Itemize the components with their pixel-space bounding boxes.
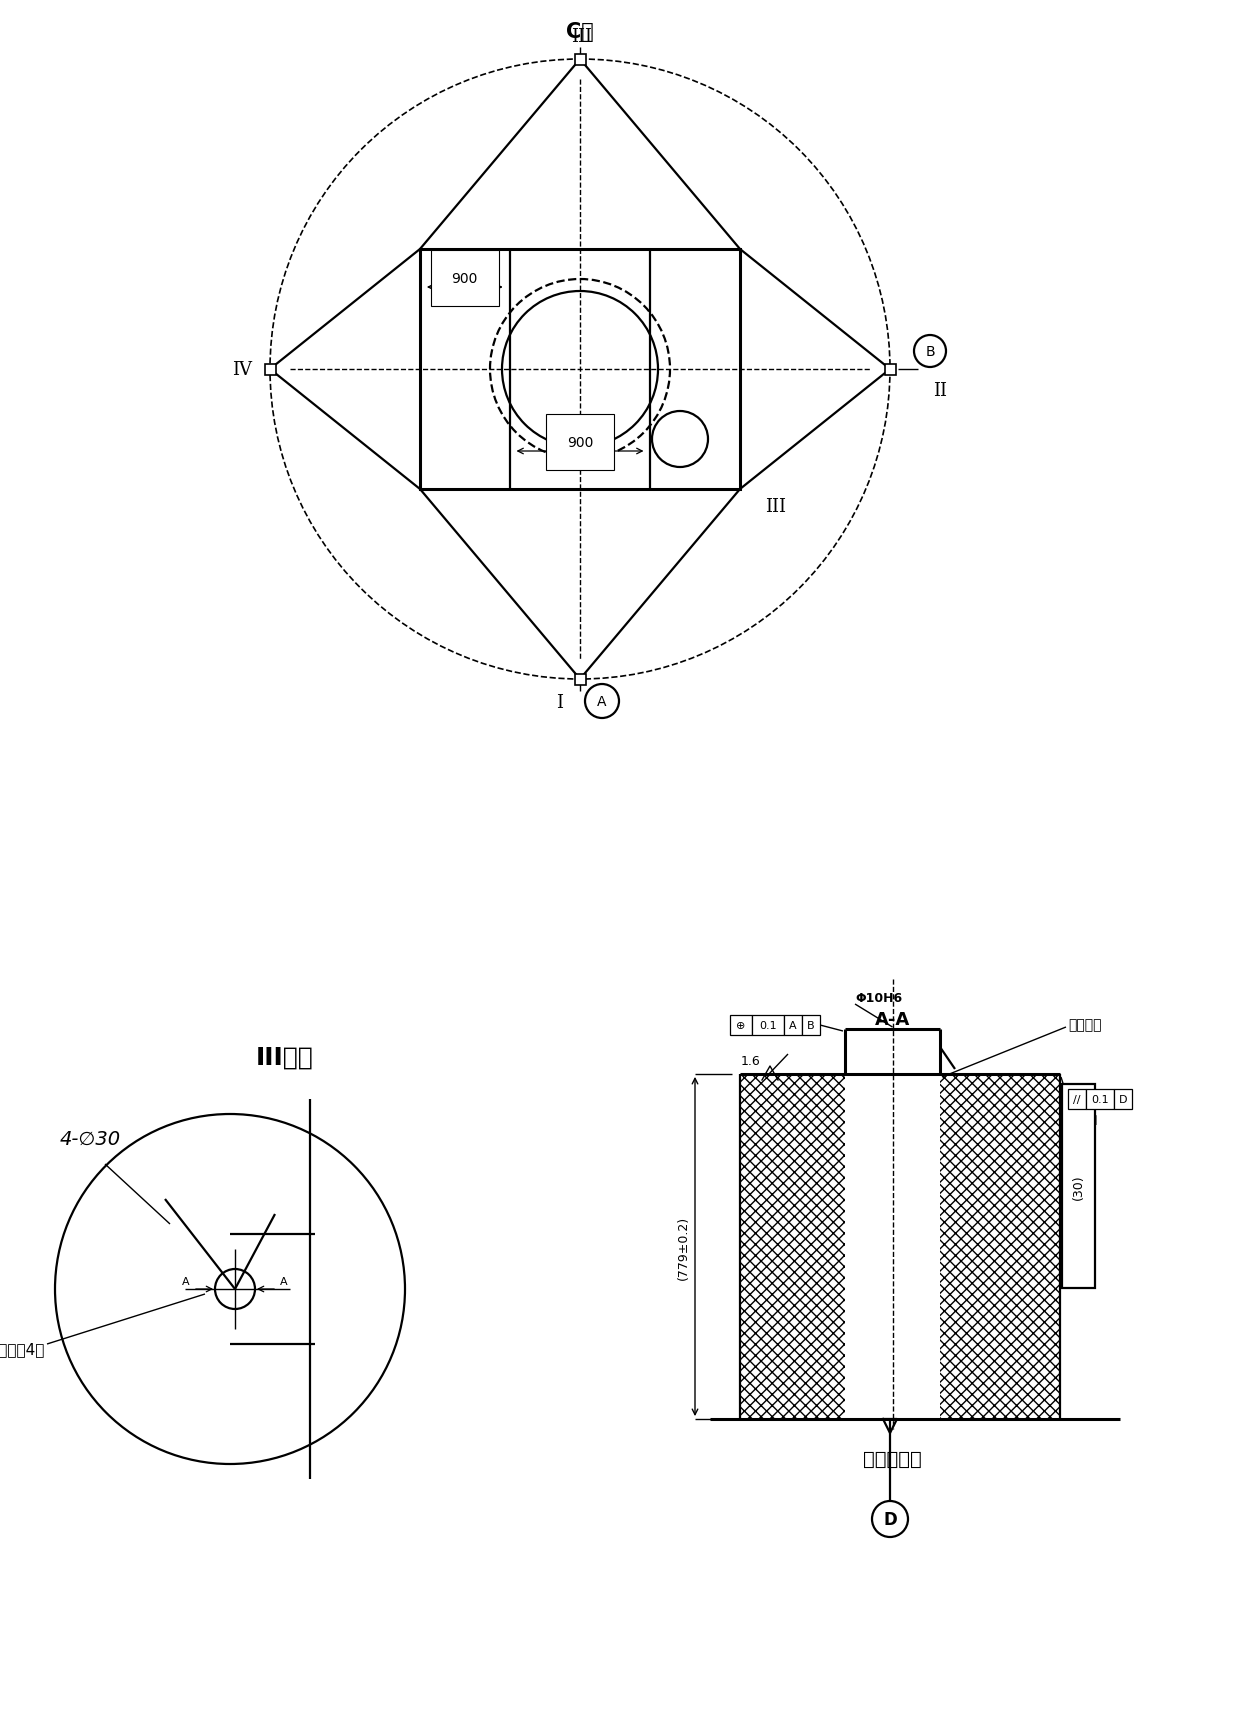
Text: D: D xyxy=(1118,1094,1127,1104)
Text: II: II xyxy=(932,383,947,400)
Bar xyxy=(574,674,585,686)
Text: III放大: III放大 xyxy=(257,1046,314,1070)
Text: D: D xyxy=(883,1509,897,1528)
Text: ⊕: ⊕ xyxy=(737,1020,745,1030)
Text: A: A xyxy=(598,694,606,708)
Bar xyxy=(940,1075,1060,1420)
Text: B: B xyxy=(807,1020,815,1030)
Circle shape xyxy=(872,1501,908,1537)
Text: (30): (30) xyxy=(1073,1173,1085,1199)
Text: IV: IV xyxy=(232,360,252,379)
Text: III: III xyxy=(572,28,593,47)
Text: 900: 900 xyxy=(451,272,477,286)
Text: B: B xyxy=(925,345,935,358)
Text: 4处共面: 4处共面 xyxy=(1070,1113,1097,1123)
Bar xyxy=(740,1075,844,1420)
Text: 1.6: 1.6 xyxy=(740,1054,760,1068)
Text: //: // xyxy=(1074,1094,1081,1104)
Text: A: A xyxy=(182,1277,190,1287)
Text: III: III xyxy=(765,498,786,515)
Text: I: I xyxy=(557,694,563,712)
Text: (779±0.2): (779±0.2) xyxy=(677,1215,689,1278)
Bar xyxy=(730,1015,751,1036)
Text: 保持锐边: 保持锐边 xyxy=(1068,1017,1101,1032)
Text: 0.1: 0.1 xyxy=(759,1020,776,1030)
Text: 4-∅30: 4-∅30 xyxy=(60,1129,122,1148)
Bar xyxy=(1114,1089,1132,1110)
Bar xyxy=(1086,1089,1114,1110)
Bar xyxy=(1061,1084,1095,1289)
Bar xyxy=(802,1015,820,1036)
Bar xyxy=(574,55,585,65)
Circle shape xyxy=(585,684,619,718)
Bar xyxy=(751,1015,784,1036)
Bar xyxy=(884,364,895,376)
Bar xyxy=(1068,1089,1086,1110)
Text: 结构后端面: 结构后端面 xyxy=(863,1449,921,1468)
Text: 精测埋块（4）: 精测埋块（4） xyxy=(0,1342,45,1356)
Bar xyxy=(420,250,740,489)
Text: C向: C向 xyxy=(567,22,594,41)
Text: 900: 900 xyxy=(567,436,593,450)
Text: A-A: A-A xyxy=(875,1010,910,1029)
Bar xyxy=(784,1015,802,1036)
Bar xyxy=(264,364,275,376)
Circle shape xyxy=(914,336,946,367)
Text: A: A xyxy=(280,1277,288,1287)
Text: A: A xyxy=(789,1020,797,1030)
Text: 0.1: 0.1 xyxy=(1091,1094,1109,1104)
Text: Φ10H6: Φ10H6 xyxy=(856,991,903,1005)
